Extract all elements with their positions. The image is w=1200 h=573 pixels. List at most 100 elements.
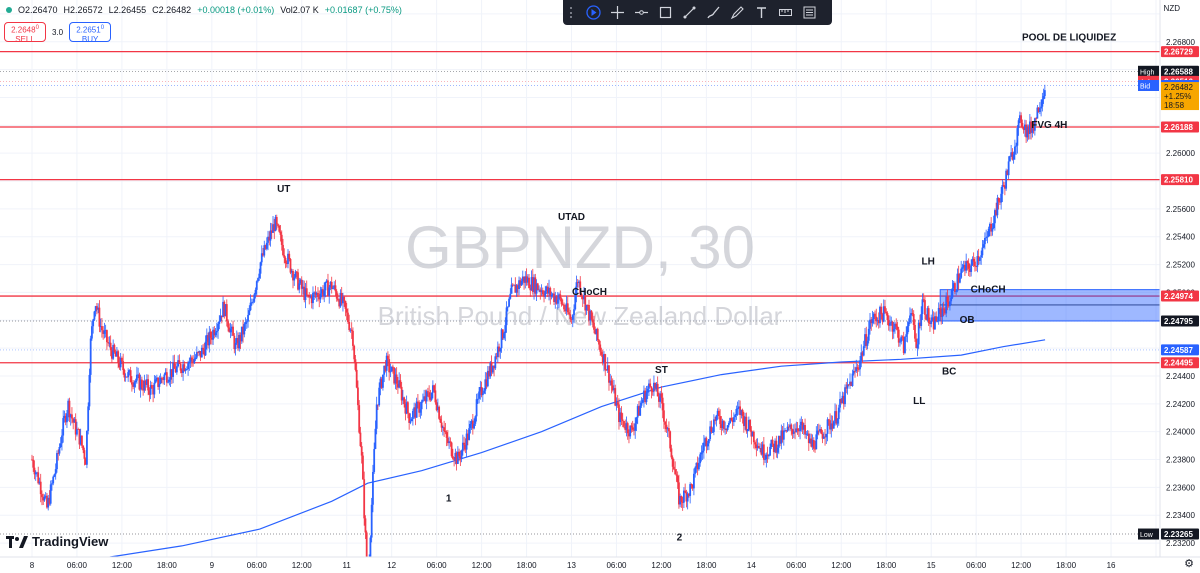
candle-body [459,456,462,459]
candle-body [661,397,664,411]
candle-body [915,338,918,349]
candle-body [425,391,428,402]
time-tick-label: 06:00 [67,561,88,570]
time-tick-label: 06:00 [427,561,448,570]
candle-body [520,281,523,286]
candle-body [940,308,943,318]
candle-body [780,430,783,444]
candle-body [927,308,930,323]
candle-body [120,357,123,362]
price-tag-bg [1161,290,1199,302]
candle-body [535,283,538,294]
candle-body [864,334,866,347]
candle-body [996,197,999,216]
measure-icon[interactable] [777,4,794,21]
candle-body [409,421,412,423]
candle-body [54,469,57,475]
crosshair-icon[interactable] [609,4,626,21]
rectangle-icon[interactable] [657,4,674,21]
candle-body [1017,120,1020,129]
price-tag-name-bg [1138,65,1159,77]
candle-body [681,502,684,503]
candle-body [395,374,398,384]
candle-body [426,391,429,393]
candle-body [32,459,35,468]
candle-body [859,360,861,370]
candle-body [807,433,810,444]
buy-button[interactable]: 2.26510 BUY [69,22,112,44]
candle-body [819,429,821,432]
candle-body [135,374,138,381]
settings-icon[interactable]: ⚙ [1184,558,1194,570]
candle-body [926,308,929,320]
candle-body [830,423,833,430]
candle-body [641,399,644,403]
candle-body [455,452,458,464]
price-tag-name: Low [1140,532,1154,539]
candle-body [925,314,928,320]
drag-handle-icon[interactable] [570,7,576,18]
text-icon[interactable] [753,4,770,21]
candle-body [826,419,829,434]
candle-body [839,399,841,408]
candle-body [890,321,893,323]
candle-body [209,331,212,338]
candle-body [992,223,995,229]
horizontal-line-icon[interactable] [633,4,650,21]
candle-body [764,459,766,461]
brush-icon[interactable] [705,4,722,21]
candle-body [935,316,938,322]
sell-button[interactable]: 2.26480 SELL [4,22,46,44]
candle-body [464,444,467,450]
candle-body [747,419,750,430]
candle-body [825,433,828,438]
more-tools-icon[interactable] [801,4,818,21]
candle-body [706,443,709,447]
candle-body [824,436,826,438]
candle-body [407,402,409,414]
candle-body [103,330,106,334]
candle-body [382,374,384,388]
candle-body [292,270,294,281]
candle-body [147,379,150,391]
candle-body [290,270,293,273]
candle-body [856,367,859,369]
candle-body [98,307,101,327]
trend-line-icon[interactable] [681,4,698,21]
candle-body [1030,121,1033,133]
candle-body [959,277,961,283]
candle-body [415,401,418,418]
candle-body [598,340,600,345]
candle-body [400,386,403,401]
cursor-icon[interactable] [585,4,602,21]
candle-body [553,293,555,302]
time-tick-label: 18:00 [876,561,897,570]
candle-body [433,385,436,391]
candle-body [273,224,276,231]
candle-body [705,438,708,447]
candle-body [428,392,431,398]
candle-body [740,409,743,416]
candle-body [87,406,90,431]
candle-body [1040,106,1043,109]
candle-body [539,289,542,293]
candle-body [58,447,61,454]
candle-body [1027,126,1030,134]
price-tag-label: 2.26188 [1164,123,1193,132]
candle-body [635,417,638,424]
candle-body [444,431,447,433]
pen-icon[interactable] [729,4,746,21]
candle-body [239,335,242,342]
candle-body [215,330,218,333]
candle-body [616,402,619,405]
candle-body [761,444,764,455]
candle-body [150,385,153,389]
candle-body [952,283,955,289]
candle-body [660,393,663,398]
candle-body [434,390,437,403]
candle-body [339,292,342,307]
candle-body [649,383,652,387]
candle-body [929,322,931,324]
candle-body [118,362,121,368]
